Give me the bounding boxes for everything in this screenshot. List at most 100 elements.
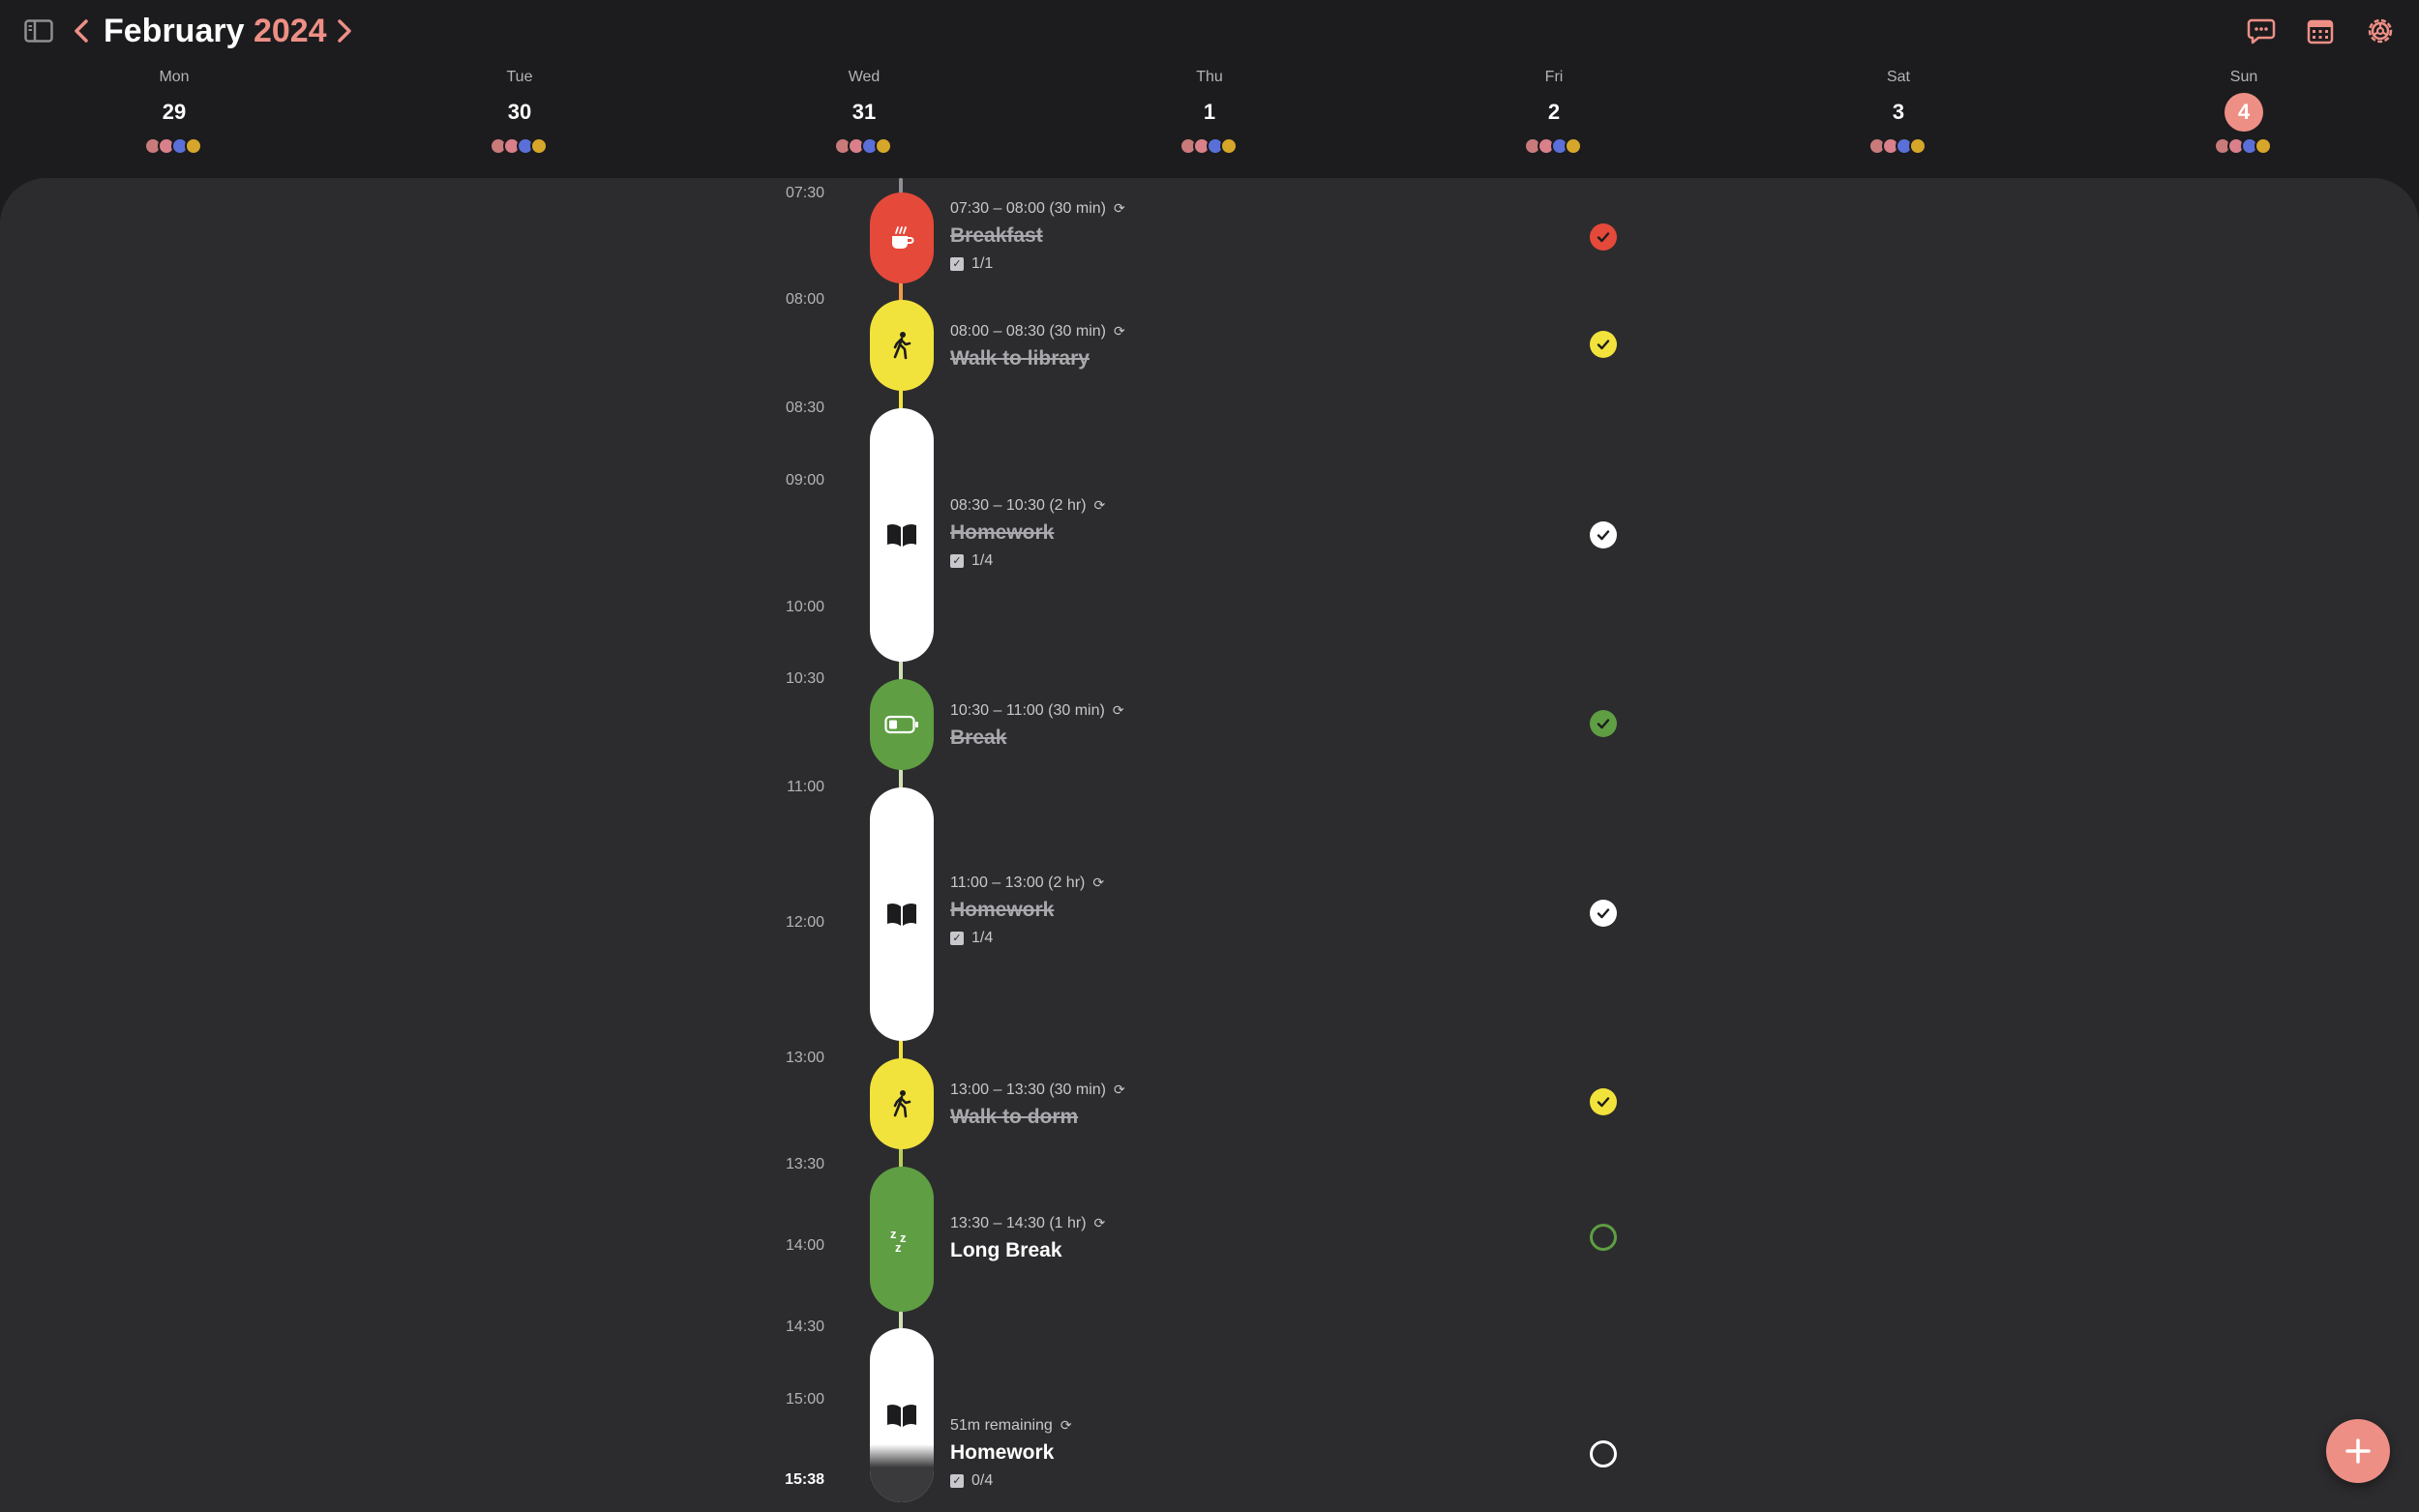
time-label: 07:30 — [785, 185, 824, 201]
checkmark-icon — [1597, 232, 1610, 243]
complete-task-button[interactable] — [1590, 1440, 1617, 1468]
checkbox-icon: ✓ — [950, 257, 964, 271]
day-task-dots — [1180, 137, 1239, 157]
repeat-icon: ⟳ — [1092, 875, 1105, 890]
event-pill[interactable] — [870, 787, 934, 1041]
checkmark-icon — [1597, 1097, 1610, 1108]
add-task-button[interactable] — [2326, 1419, 2390, 1483]
event-time-text: 08:30 – 10:30 (2 hr) — [950, 497, 1087, 514]
timeline-connector — [899, 768, 903, 789]
book-icon — [885, 902, 918, 927]
event-pill[interactable] — [870, 679, 934, 770]
chevron-right-icon[interactable] — [327, 14, 362, 48]
week-day-strip: Mon 29 Tue 30 Wed 31 Thu 1 Fri 2 Sat 3 S… — [0, 62, 2419, 176]
event-pill[interactable] — [870, 1328, 934, 1502]
day-column-thu[interactable]: Thu 1 — [1113, 62, 1306, 157]
day-number: 1 — [1203, 100, 1216, 124]
walking-person-icon — [889, 331, 914, 360]
checkbox-icon: ✓ — [950, 554, 964, 568]
day-name: Tue — [506, 69, 533, 85]
completed-check-button[interactable] — [1590, 521, 1617, 548]
event-pill[interactable] — [870, 193, 934, 283]
plus-icon — [2345, 1438, 2371, 1464]
event-pill[interactable] — [870, 300, 934, 391]
calendar-icon[interactable] — [2303, 14, 2338, 48]
checkmark-icon — [1597, 719, 1610, 729]
svg-text:z: z — [890, 1227, 897, 1241]
svg-text:z: z — [895, 1240, 902, 1254]
event-time-text: 13:30 – 14:30 (1 hr) — [950, 1215, 1087, 1231]
event-details[interactable]: 10:30 – 11:00 (30 min) ⟳ Break — [950, 700, 1628, 752]
month-label: February — [104, 13, 245, 49]
day-task-dots — [490, 137, 550, 157]
day-column-fri[interactable]: Fri 2 — [1457, 62, 1651, 157]
timeline-connector — [899, 1147, 903, 1169]
event-time-text: 51m remaining — [950, 1417, 1053, 1434]
event-details[interactable]: 51m remaining ⟳ Homework ✓ 0/4 — [950, 1415, 1628, 1490]
year-label: 2024 — [253, 13, 327, 49]
time-label: 13:30 — [785, 1156, 824, 1172]
event-title: Homework — [950, 899, 1055, 921]
complete-task-button[interactable] — [1590, 1224, 1617, 1251]
event-pill[interactable] — [870, 1058, 934, 1149]
completed-check-button[interactable] — [1590, 900, 1617, 927]
day-task-dot — [875, 137, 892, 155]
day-name: Thu — [1196, 69, 1223, 85]
event-pill[interactable] — [870, 408, 934, 662]
event-time-text: 08:00 – 08:30 (30 min) — [950, 323, 1106, 340]
day-name: Mon — [159, 69, 190, 85]
timeline-panel: 07:30 08:00 08:30 09:00 10:00 10:30 11:00 12:00… — [0, 178, 2419, 1512]
checkbox-icon: ✓ — [950, 1474, 964, 1488]
inbox-chat-icon[interactable] — [2244, 14, 2279, 48]
day-number: 30 — [507, 100, 532, 124]
event-time: 13:00 – 13:30 (30 min) ⟳ — [950, 1080, 1628, 1100]
day-task-dots — [2214, 137, 2274, 157]
elapsed-progress-overlay — [870, 1444, 934, 1502]
completed-check-button[interactable] — [1590, 710, 1617, 737]
day-task-dots — [1524, 137, 1584, 157]
timeline-connector — [899, 389, 903, 410]
timeline-connector — [899, 1310, 903, 1331]
completed-check-button[interactable] — [1590, 223, 1617, 251]
event-details[interactable]: 11:00 – 13:00 (2 hr) ⟳ Homework ✓ 1/4 — [950, 873, 1628, 947]
repeat-icon: ⟳ — [1112, 702, 1124, 718]
day-column-sat[interactable]: Sat 3 — [1802, 62, 1995, 157]
event-time-text: 13:00 – 13:30 (30 min) — [950, 1082, 1106, 1098]
day-column-wed[interactable]: Wed 31 — [767, 62, 961, 157]
time-label: 13:00 — [785, 1050, 824, 1066]
completed-check-button[interactable] — [1590, 1088, 1617, 1115]
coffee-icon — [887, 223, 916, 252]
day-task-dot — [530, 137, 548, 155]
completed-check-button[interactable] — [1590, 331, 1617, 358]
chevron-left-icon[interactable] — [64, 14, 99, 48]
day-task-dot — [1565, 137, 1582, 155]
current-time-label: 15:38 — [785, 1471, 824, 1488]
month-year-title[interactable]: February 2024 — [104, 12, 327, 50]
subtask-count: 1/4 — [971, 930, 994, 946]
day-column-tue[interactable]: Tue 30 — [423, 62, 616, 157]
sidebar-toggle-icon[interactable] — [21, 14, 56, 48]
event-time: 13:30 – 14:30 (1 hr) ⟳ — [950, 1213, 1628, 1233]
book-icon — [885, 1403, 918, 1428]
day-number: 3 — [1892, 100, 1905, 124]
event-title: Walk to library — [950, 347, 1090, 370]
time-label: 09:00 — [785, 472, 824, 489]
subtask-progress: ✓ 0/4 — [950, 1472, 1628, 1490]
event-details[interactable]: 13:00 – 13:30 (30 min) ⟳ Walk to dorm — [950, 1080, 1628, 1131]
book-icon — [885, 522, 918, 548]
event-details[interactable]: 08:00 – 08:30 (30 min) ⟳ Walk to library — [950, 321, 1628, 372]
day-column-sun[interactable]: Sun 4 — [2147, 62, 2341, 157]
day-column-mon[interactable]: Mon 29 — [77, 62, 271, 157]
settings-gear-icon[interactable] — [2363, 14, 2398, 48]
event-details[interactable]: 13:30 – 14:30 (1 hr) ⟳ Long Break — [950, 1213, 1628, 1264]
subtask-count: 1/1 — [971, 255, 994, 272]
repeat-icon: ⟳ — [1060, 1417, 1072, 1433]
day-name: Sun — [2229, 69, 2258, 85]
event-details[interactable]: 07:30 – 08:00 (30 min) ⟳ Breakfast ✓ 1/1 — [950, 198, 1628, 273]
event-time: 10:30 – 11:00 (30 min) ⟳ — [950, 700, 1628, 721]
event-details[interactable]: 08:30 – 10:30 (2 hr) ⟳ Homework ✓ 1/4 — [950, 495, 1628, 570]
timeline-connector — [899, 282, 903, 303]
day-number: 29 — [162, 100, 187, 124]
